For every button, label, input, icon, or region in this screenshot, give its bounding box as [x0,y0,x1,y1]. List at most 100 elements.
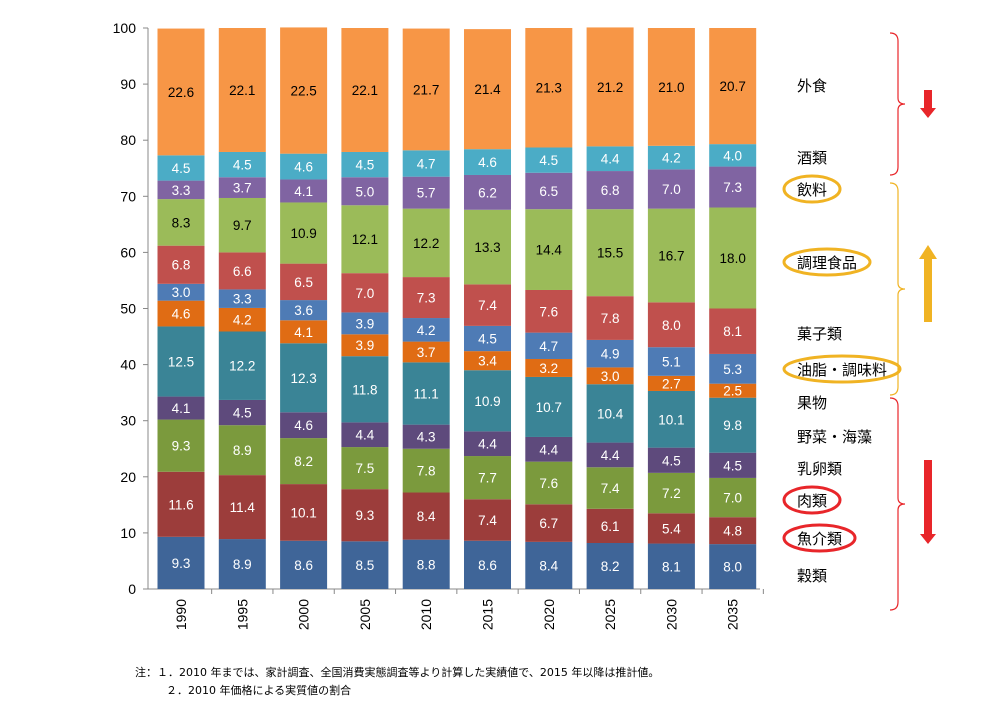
bar-segment [525,461,573,505]
bar-segment [586,296,634,340]
legend-label: 飲料 [797,182,827,199]
data-label: 8.9 [233,557,252,572]
bar-segment [341,312,389,335]
bar-segment [647,145,695,170]
data-label: 4.5 [478,332,497,347]
bar-segment [464,370,511,432]
bar-segment [157,245,205,284]
bar-segment [402,424,450,449]
bar-segment [586,467,634,509]
bar-segment [341,151,389,178]
data-label: 8.8 [417,557,436,572]
data-label: 4.1 [294,325,313,340]
data-label: 10.1 [658,412,684,427]
bar-segment [280,484,328,541]
data-label: 7.0 [723,491,742,506]
y-tick-label: 40 [120,357,136,373]
data-label: 22.1 [229,83,255,98]
data-label: 7.4 [478,298,497,313]
bar-segment [586,146,634,172]
bar-segment [586,508,634,543]
bar-segment [709,308,757,354]
data-label: 8.5 [356,558,375,573]
data-label: 4.9 [601,347,620,362]
data-label: 4.6 [294,418,313,433]
bar-segment [218,177,266,198]
data-label: 6.8 [601,183,620,198]
bar-segment [647,513,695,544]
legend-label: 穀類 [797,568,827,585]
y-tick-label: 0 [128,581,136,597]
data-label: 4.7 [417,156,436,171]
data-label: 4.2 [662,151,681,166]
bar-segment [341,447,389,490]
data-label: 4.4 [478,437,497,452]
y-tick-label: 50 [120,301,136,317]
data-label: 4.5 [233,406,252,421]
data-label: 22.6 [168,85,194,100]
bar-segment [525,289,573,333]
bar-segment [402,539,450,589]
bar-segment [402,362,450,425]
data-label: 4.1 [294,184,313,199]
bar-segment [218,331,266,400]
data-label: 4.5 [233,158,252,173]
bar-segment [157,419,205,472]
bar-segment [586,367,634,385]
data-label: 4.5 [172,161,191,176]
data-label: 8.2 [601,559,620,574]
arrow-down-icon [920,460,936,544]
data-label: 4.6 [172,307,191,322]
data-label: 4.6 [294,160,313,175]
bar-segment [402,318,450,342]
bar-segment [647,28,695,146]
data-label: 3.9 [356,338,375,353]
bar-segment [218,28,266,152]
data-label: 3.7 [233,181,252,196]
data-label: 5.7 [417,186,436,201]
bar-segment [402,176,450,209]
data-label: 3.0 [601,369,620,384]
data-label: 8.1 [723,324,742,339]
bar-segment [647,208,695,303]
data-label: 11.6 [168,497,193,512]
bar-segment [157,199,205,246]
bar-segment [464,540,511,589]
bar-segment [157,300,205,327]
data-label: 3.3 [233,292,252,307]
arrow-down-icon [920,90,936,118]
note-line-1: 注：１．2010 年までは、家計調査、全国消費実態調査等より計算した実績値で、2… [135,666,660,679]
bar-segment [218,151,266,178]
data-label: 8.0 [723,560,742,575]
note-line-2: ２．2010 年価格による実質値の割合 [166,684,352,697]
bar-segment [647,543,695,589]
bar-segment [157,396,205,420]
data-label: 9.3 [172,556,191,571]
data-label: 11.1 [414,386,439,401]
y-tick-label: 20 [120,469,136,485]
bar-segment [402,448,450,493]
data-label: 10.1 [290,505,316,520]
data-label: 9.3 [172,439,191,454]
data-label: 4.4 [601,448,620,463]
x-tick-label: 2035 [725,599,741,630]
data-label: 3.0 [172,285,191,300]
data-label: 3.9 [356,316,375,331]
x-tick-label: 1995 [234,599,250,630]
arrow-up-icon [919,245,937,322]
y-tick-label: 70 [120,188,136,204]
data-label: 8.1 [662,559,681,574]
data-label: 9.7 [233,218,252,233]
bar-segment [218,197,266,253]
legend-label: 外食 [797,78,827,95]
bar-segment [647,169,695,209]
data-label: 4.5 [356,158,375,173]
bar-segment [586,442,634,468]
bar-segment [402,341,450,363]
data-label: 5.4 [662,521,681,536]
bar-segment [709,207,757,309]
data-label: 5.3 [723,362,742,377]
data-label: 4.5 [539,153,558,168]
data-label: 12.2 [413,236,439,251]
